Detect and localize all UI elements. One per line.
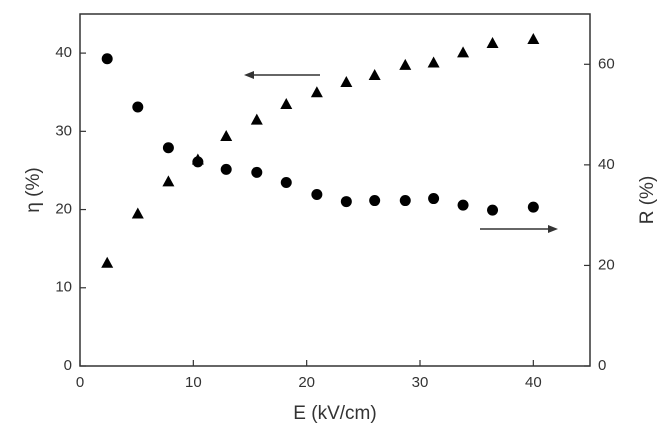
circle-point <box>340 196 352 208</box>
y-axis-title: η (%) <box>23 167 44 212</box>
circle-point <box>428 193 440 205</box>
circle-point <box>527 201 539 213</box>
triangle-point <box>280 97 293 109</box>
y2-axis-title: R (%) <box>637 176 658 225</box>
triangle-point <box>368 69 381 81</box>
triangle-point <box>399 58 412 70</box>
plot-frame <box>79 13 591 367</box>
circle-point <box>311 189 323 201</box>
triangle-point <box>101 256 114 268</box>
circle-point <box>101 53 113 65</box>
triangle-point <box>340 76 353 88</box>
y2-tick-label: 40 <box>598 156 615 173</box>
triangle-point <box>527 33 540 45</box>
circle-point <box>192 156 204 168</box>
triangle-point <box>250 113 263 125</box>
triangle-point <box>162 175 175 187</box>
r-arrow <box>480 225 558 233</box>
x-tick-label: 10 <box>185 374 202 391</box>
y-tick-label: 30 <box>55 122 72 139</box>
y-tick-label: 20 <box>55 201 72 218</box>
x-tick-label: 40 <box>525 374 542 391</box>
circle-point <box>457 199 469 211</box>
triangle-point <box>310 86 323 98</box>
x-tick-label: 30 <box>412 374 429 391</box>
circle-point <box>487 204 499 216</box>
circle-point <box>162 142 174 154</box>
circle-point <box>369 195 381 207</box>
circle-point <box>280 176 292 188</box>
triangle-point <box>457 46 470 58</box>
y2-tick-label: 20 <box>598 256 615 273</box>
circle-point <box>220 163 232 175</box>
x-tick-label: 20 <box>298 374 315 391</box>
y-tick-label: 0 <box>64 357 72 374</box>
x-axis-title: E (kV/cm) <box>293 403 376 424</box>
triangle-point <box>220 130 233 142</box>
eta-arrow <box>244 71 320 79</box>
circle-point <box>399 195 411 207</box>
y2-tick-label: 60 <box>598 55 615 72</box>
circle-point <box>132 101 144 113</box>
circle-point <box>251 166 263 178</box>
triangle-point <box>427 56 440 68</box>
triangle-point <box>131 207 144 219</box>
y-tick-label: 10 <box>55 279 72 296</box>
y-tick-label: 40 <box>55 44 72 61</box>
x-tick-label: 0 <box>76 374 84 391</box>
triangle-point <box>486 36 499 48</box>
y2-tick-label: 0 <box>598 357 606 374</box>
